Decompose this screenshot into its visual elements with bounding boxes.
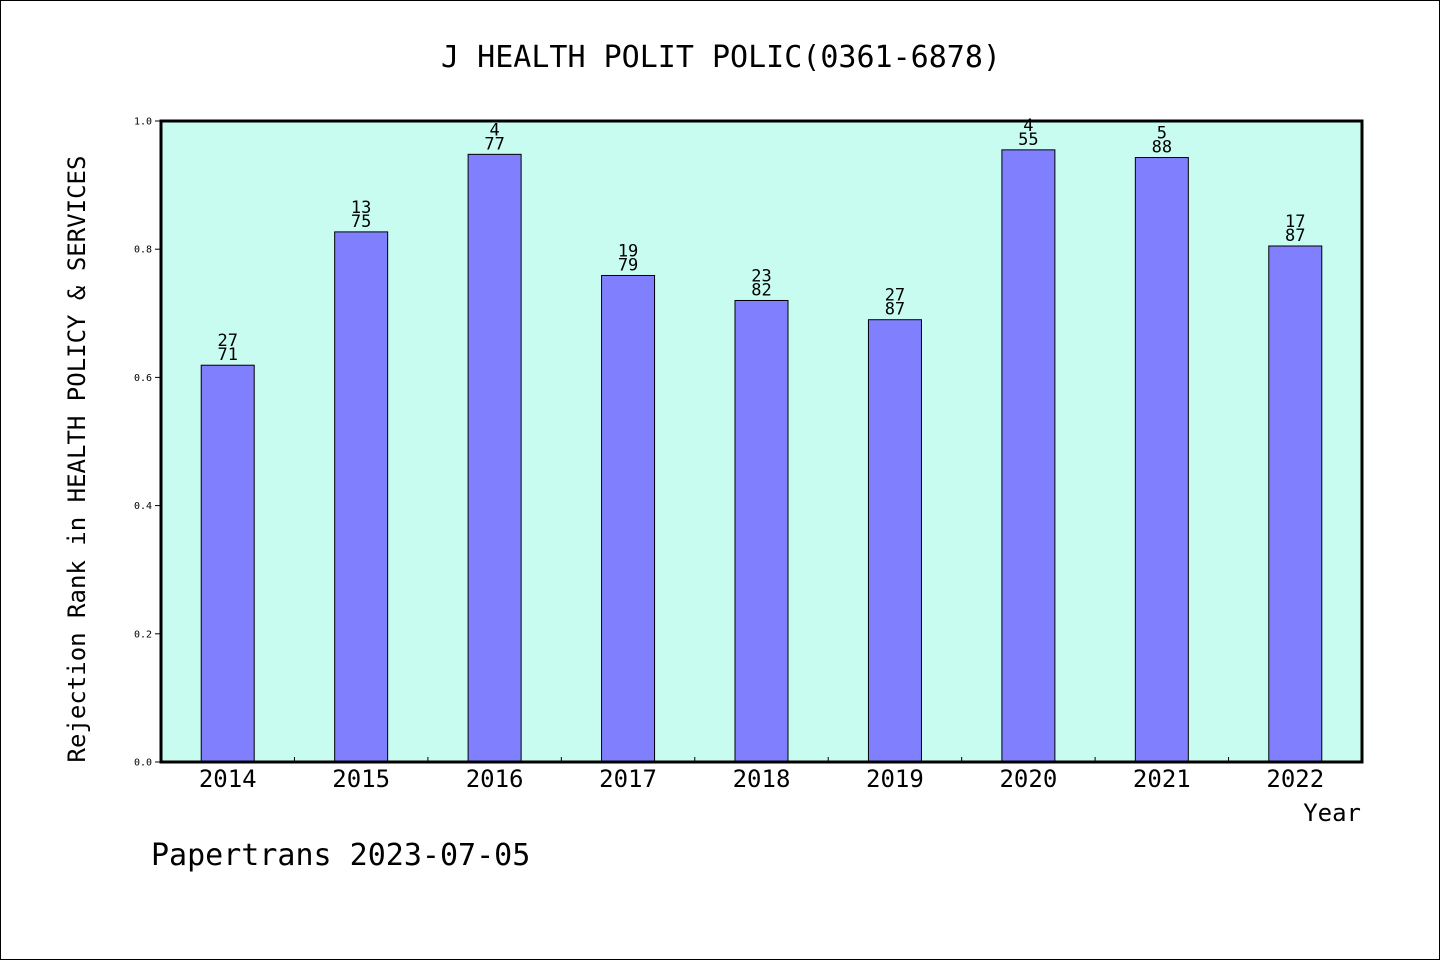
- bar-2017: [601, 274, 656, 763]
- x-tick-label: 2017: [599, 765, 657, 793]
- bar-2021: [1134, 157, 1189, 763]
- bar-total-label: 79: [618, 255, 638, 275]
- bar-rank-label: 23: [751, 266, 771, 286]
- bar-total-label: 77: [484, 134, 504, 154]
- x-tick-label: 2022: [1266, 765, 1324, 793]
- y-tick-label: 0.8: [134, 245, 152, 256]
- bar-rank-label: 17: [1285, 212, 1305, 232]
- y-tick-label: 1.0: [134, 117, 152, 128]
- bar-total-label: 88: [1152, 138, 1172, 158]
- x-tick-label: 2015: [332, 765, 390, 793]
- bar-total-label: 75: [351, 212, 371, 232]
- bar-rank-label: 5: [1157, 124, 1167, 144]
- chart-title: J HEALTH POLIT POLIC(0361-6878): [441, 40, 1001, 75]
- bar-total-label: 55: [1018, 130, 1038, 150]
- y-axis: 0.0 0.2 0.4 0.6 0.8 1.0: [134, 117, 161, 769]
- bar-rank-label: 19: [618, 241, 638, 261]
- x-tick-label: 2018: [733, 765, 791, 793]
- bar-total-label: 71: [217, 345, 237, 365]
- footer-credit: Papertrans 2023-07-05: [151, 838, 530, 873]
- bar-2015: [334, 231, 389, 763]
- x-tick-label: 2021: [1133, 765, 1191, 793]
- bar-total-label: 82: [751, 280, 771, 300]
- bar-rank-label: 4: [489, 120, 499, 140]
- bar-rank-label: 27: [885, 286, 905, 306]
- bars: [200, 149, 1323, 763]
- bar-total-label: 87: [1285, 226, 1305, 246]
- x-axis: 2014 2015 2016 2017 2018 2019 2020 2021 2022: [199, 757, 1324, 793]
- bar-2022: [1268, 245, 1323, 763]
- x-tick-label: 2020: [999, 765, 1057, 793]
- y-tick-label: 0.4: [134, 501, 152, 512]
- bar-2014: [200, 364, 255, 763]
- y-tick-label: 0.6: [134, 373, 152, 384]
- y-tick-label: 0.0: [134, 758, 152, 769]
- bar-2020: [1001, 149, 1056, 763]
- bar-2016: [467, 153, 522, 763]
- x-axis-label: Year: [1303, 799, 1361, 827]
- bar-rank-label: 4: [1023, 116, 1033, 136]
- x-tick-label: 2019: [866, 765, 924, 793]
- bar-rank-label: 13: [351, 198, 371, 218]
- x-tick-label: 2016: [466, 765, 524, 793]
- bar-rank-label: 27: [217, 331, 237, 351]
- y-axis-label: Rejection Rank in HEALTH POLICY & SERVIC…: [63, 156, 91, 763]
- y-tick-label: 0.2: [134, 629, 152, 640]
- plot-border: [159, 119, 1364, 764]
- bar-2019: [867, 319, 922, 763]
- x-tick-label: 2014: [199, 765, 257, 793]
- bar-2018: [734, 299, 789, 763]
- bar-total-label: 87: [885, 300, 905, 320]
